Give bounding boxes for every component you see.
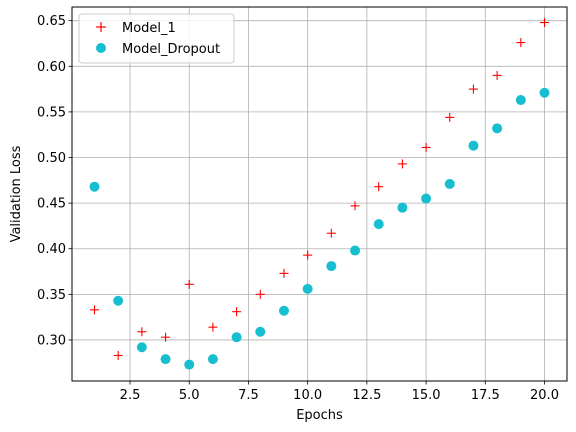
point-model-dropout xyxy=(373,219,384,230)
point-model-1 xyxy=(397,159,407,169)
point-model-1 xyxy=(445,112,455,122)
point-model-1 xyxy=(113,350,123,360)
point-model-1 xyxy=(468,84,478,94)
point-model-dropout xyxy=(326,261,337,272)
y-tick-label: 0.55 xyxy=(37,105,66,120)
y-tick-label: 0.50 xyxy=(37,151,66,166)
point-model-dropout xyxy=(397,202,408,213)
legend-marker-model-1 xyxy=(96,22,106,32)
plot-frame xyxy=(71,6,568,382)
x-tick-label: 15.0 xyxy=(412,388,441,403)
axis-ticks: 2.5 5.0 7.5 10.0 12.5 15.0 17.5 20.0 0.30 0.35 0.4… xyxy=(37,14,559,403)
point-model-1 xyxy=(137,327,147,337)
point-model-dropout xyxy=(160,354,171,365)
point-model-1 xyxy=(303,250,313,260)
legend-label-model-dropout: Model_Dropout xyxy=(122,42,220,57)
point-model-1 xyxy=(279,268,289,278)
point-model-dropout xyxy=(89,181,100,192)
legend: Model_1 Model_Dropout xyxy=(78,13,235,64)
point-model-1 xyxy=(516,38,526,48)
point-model-dropout xyxy=(255,326,266,337)
plot-area xyxy=(72,7,567,381)
point-model-1 xyxy=(255,289,265,299)
point-model-dropout xyxy=(468,140,479,151)
y-axis-label: Validation Loss xyxy=(9,145,24,242)
point-model-1 xyxy=(232,307,242,317)
x-tick-label: 2.5 xyxy=(120,388,141,403)
legend-box xyxy=(78,13,235,64)
point-model-dropout xyxy=(350,245,361,256)
point-model-1 xyxy=(208,322,218,332)
x-tick-label: 5.0 xyxy=(179,388,200,403)
point-model-1 xyxy=(350,201,360,211)
point-model-dropout xyxy=(515,95,526,106)
point-model-dropout xyxy=(184,359,195,370)
point-model-1 xyxy=(421,142,431,152)
point-model-dropout xyxy=(113,295,124,306)
point-model-dropout xyxy=(136,342,147,353)
point-model-dropout xyxy=(539,87,550,98)
point-model-1 xyxy=(492,70,502,80)
x-tick-label: 7.5 xyxy=(238,388,259,403)
x-tick-label: 12.5 xyxy=(352,388,381,403)
y-tick-label: 0.30 xyxy=(37,333,66,348)
point-model-1 xyxy=(184,279,194,289)
point-model-dropout xyxy=(231,332,242,343)
point-model-dropout xyxy=(207,354,218,365)
point-model-dropout xyxy=(444,178,455,189)
y-tick-label: 0.40 xyxy=(37,242,66,257)
x-tick-label: 10.0 xyxy=(293,388,322,403)
data-marks xyxy=(89,18,550,370)
x-tick-label: 20.0 xyxy=(530,388,559,403)
legend-marker-model-dropout xyxy=(96,43,106,53)
point-model-dropout xyxy=(421,193,432,204)
point-model-1 xyxy=(540,18,549,28)
point-model-dropout xyxy=(302,283,313,294)
x-axis-label: Epochs xyxy=(296,408,343,423)
y-tick-label: 0.60 xyxy=(37,60,66,75)
point-model-1 xyxy=(326,228,336,238)
point-model-1 xyxy=(161,332,171,342)
point-model-1 xyxy=(374,182,384,192)
y-tick-label: 0.45 xyxy=(37,197,66,212)
x-tick-label: 17.5 xyxy=(471,388,500,403)
y-tick-label: 0.65 xyxy=(37,14,66,29)
point-model-dropout xyxy=(278,305,289,316)
y-tick-label: 0.35 xyxy=(37,288,66,303)
point-model-dropout xyxy=(492,123,503,134)
legend-label-model-1: Model_1 xyxy=(122,21,176,36)
grid xyxy=(72,7,567,381)
point-model-1 xyxy=(90,305,99,315)
